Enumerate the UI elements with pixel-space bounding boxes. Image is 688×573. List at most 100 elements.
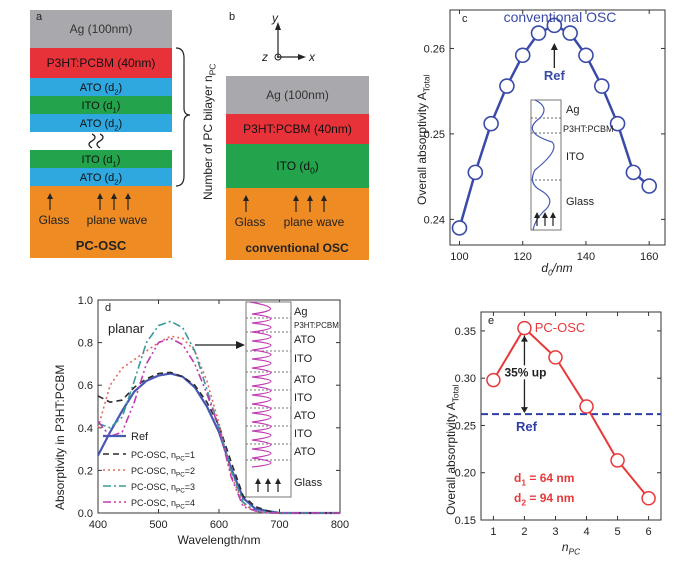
d-inset-label-8: ATO <box>294 446 316 458</box>
inset-wave-arrow-0-head <box>534 212 540 218</box>
data-point-12 <box>641 178 657 194</box>
d-inset-label-7: ITO <box>294 428 313 440</box>
panel-a-device-stack: Ag (100nm) P3HT:PCBM (40nm) ATO (d2) ITO (d… <box>30 10 218 258</box>
axis-z-dot <box>277 56 279 58</box>
e-data-point-4 <box>610 453 625 468</box>
data-point-1 <box>467 164 484 181</box>
e-data-point-5 <box>641 491 656 506</box>
inset-wave-arrow-2-head <box>550 212 556 218</box>
data-point-10 <box>609 115 626 132</box>
panel-d-chart: 400 500 600 700 800 0.0 0.2 0.4 0.6 0.8 1.0 d planar… <box>53 295 349 547</box>
layer-2 <box>30 78 172 96</box>
y-tick-label-2: 0.4 <box>78 423 93 435</box>
pc-osc-line <box>492 326 650 499</box>
e-data-point-3 <box>579 399 594 414</box>
data-point-11 <box>625 164 642 181</box>
wave-arrow-1-head <box>97 193 103 199</box>
y-tick-label-2: 0.25 <box>455 420 476 432</box>
y-tick-label-3: 0.30 <box>455 373 476 385</box>
legend-label-1: PC-OSC, nPC=1 <box>131 450 195 463</box>
d-inset-wave-arrow-0-head <box>255 478 261 484</box>
inset-label-active: P3HT:PCBM <box>563 124 614 134</box>
y-tick-label-4: 0.35 <box>455 326 476 338</box>
brace-icon <box>175 47 191 187</box>
b-glass-label: Glass <box>235 215 266 229</box>
panel-letter-e: e <box>488 315 494 327</box>
ref-arrow-head <box>550 43 558 50</box>
y-tick-label-0: 0.0 <box>78 508 93 520</box>
e-data-point-0 <box>486 372 501 388</box>
data-point-7 <box>562 25 578 41</box>
glass-label: Glass <box>39 213 70 227</box>
e-x-axis-label: nPC <box>562 540 581 557</box>
series-line-4 <box>97 337 340 514</box>
b-wave-label: plane wave <box>284 215 345 229</box>
layer-label-3: ITO (d1) <box>82 100 121 114</box>
x-tick-label-3: 700 <box>270 519 288 531</box>
d-inset-label-5: ITO <box>294 392 313 404</box>
inset-label-ito: ITO <box>566 151 585 163</box>
axis-z-label: z <box>261 50 268 64</box>
d-inset-label-0: Ag <box>294 306 307 318</box>
up-arrow-head-bottom <box>520 407 528 414</box>
layer-label-5: ITO (d1) <box>82 154 121 168</box>
param-d2: d2 = 94 nm <box>514 491 574 508</box>
y-tick-label-1: 0.25 <box>424 129 445 141</box>
layer-5 <box>30 150 172 168</box>
e-y-axis-label: Overall absorptivity ATotal <box>444 384 461 515</box>
x-tick-label-0: 1 <box>490 526 496 538</box>
inset-label-ag: Ag <box>566 104 579 116</box>
x-tick-label-0: 400 <box>89 519 107 531</box>
d-inset-label-2: ATO <box>294 334 316 346</box>
series-line-1 <box>97 371 340 514</box>
d-inset-field-profile <box>249 301 272 468</box>
layer-label-2: ATO (d2) <box>80 82 122 96</box>
b-layer-1 <box>226 114 369 144</box>
x-tick-label-0: 100 <box>450 251 468 263</box>
e-ref-label: Ref <box>516 419 538 434</box>
b-layer-label-2: ITO (d0) <box>276 159 318 176</box>
data-point-2 <box>483 115 499 132</box>
x-tick-label-2: 3 <box>552 526 558 538</box>
panel-letter-c: c <box>462 13 468 25</box>
d-x-axis-label: Wavelength/nm <box>178 533 261 547</box>
x-tick-label-5: 6 <box>646 526 652 538</box>
x-tick-label-2: 600 <box>210 519 228 531</box>
d-inset-label-4: ATO <box>294 374 316 386</box>
legend-label-3: PC-OSC, nPC=3 <box>131 482 195 495</box>
y-tick-label-0: 0.15 <box>455 515 476 527</box>
inset-label-glass: Glass <box>566 196 595 208</box>
b-layer-label-1: P3HT:PCBM (40nm) <box>243 122 352 136</box>
axis-y-label: y <box>271 11 279 25</box>
d-inset-label-6: ATO <box>294 410 316 422</box>
legend-label-2: PC-OSC, nPC=2 <box>131 466 195 479</box>
y-tick-label-5: 1.0 <box>78 295 93 307</box>
x-tick-label-4: 800 <box>331 519 349 531</box>
panel-letter-b: b <box>229 11 235 23</box>
layer-label-4: ATO (d2) <box>80 118 122 132</box>
param-d1: d1 = 64 nm <box>514 471 574 488</box>
axis-y-head <box>275 22 281 30</box>
x-tick-label-1: 500 <box>149 519 167 531</box>
plot-frame <box>449 9 666 246</box>
x-tick-label-1: 120 <box>514 251 532 263</box>
axis-x-label: x <box>308 50 316 64</box>
inset-wave-arrow-1-head <box>542 212 548 218</box>
x-tick-label-3: 4 <box>583 526 589 538</box>
data-point-3 <box>499 78 515 94</box>
d-inset-label-3: ITO <box>294 353 313 365</box>
x-tick-label-3: 160 <box>640 251 658 263</box>
x-tick-label-2: 140 <box>577 251 595 263</box>
data-point-0 <box>451 220 468 236</box>
panel-letter-a: a <box>36 11 43 23</box>
y-tick-label-1: 0.2 <box>78 465 93 477</box>
annotation-bg <box>505 365 546 380</box>
d-inset-wave-arrow-1-head <box>265 478 271 484</box>
series-line-3 <box>97 320 340 514</box>
inset-field-profile <box>531 99 555 231</box>
layer-label-1: P3HT:PCBM (40nm) <box>47 56 156 70</box>
layer-label-0: Ag (100nm) <box>70 22 133 36</box>
panel-e-chart: 1 2 3 4 5 6 0.15 0.20 0.25 0.30 0.35 e PC-OSC 35% up R… <box>444 311 662 557</box>
legend-label-4: PC-OSC, nPC=4 <box>131 498 195 511</box>
